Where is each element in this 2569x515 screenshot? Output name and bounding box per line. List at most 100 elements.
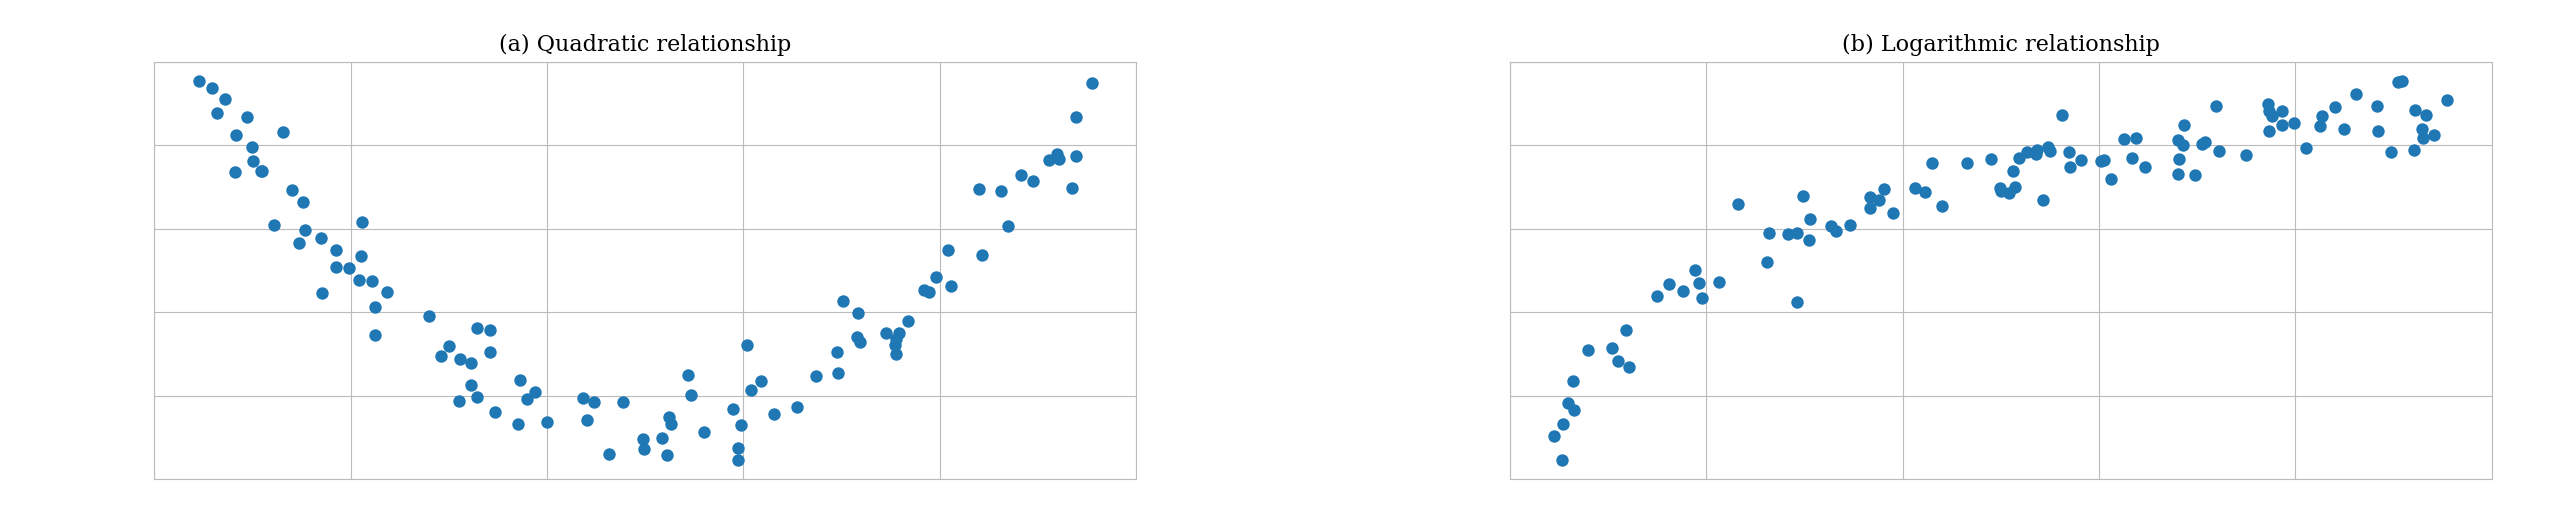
Point bbox=[2022, 196, 2063, 204]
Point bbox=[470, 326, 511, 334]
Point bbox=[2322, 125, 2363, 133]
Point bbox=[1547, 399, 1588, 407]
Point bbox=[213, 168, 254, 176]
Point bbox=[355, 303, 396, 312]
Point bbox=[2261, 107, 2302, 115]
Point bbox=[999, 170, 1040, 179]
Point bbox=[1911, 159, 1952, 167]
Point bbox=[1598, 357, 1639, 365]
Point bbox=[367, 288, 408, 296]
Point bbox=[1811, 221, 1852, 230]
Point bbox=[2006, 148, 2047, 156]
Point bbox=[2030, 147, 2071, 155]
Point bbox=[683, 428, 724, 436]
Point bbox=[573, 398, 614, 406]
Point bbox=[2402, 125, 2443, 133]
Point bbox=[961, 251, 1002, 259]
Point bbox=[879, 329, 920, 337]
Point bbox=[1829, 220, 1870, 229]
Point bbox=[1675, 266, 1716, 274]
Point bbox=[1662, 287, 1703, 295]
Point bbox=[909, 287, 951, 296]
Point bbox=[642, 434, 683, 442]
Point bbox=[986, 222, 1028, 230]
Point bbox=[2104, 135, 2145, 143]
Point bbox=[958, 185, 999, 193]
Point bbox=[241, 167, 283, 176]
Point bbox=[2248, 100, 2289, 109]
Point bbox=[316, 246, 357, 254]
Point bbox=[2225, 151, 2266, 159]
Point bbox=[1608, 363, 1649, 371]
Point bbox=[981, 187, 1022, 196]
Point bbox=[2091, 175, 2132, 183]
Point bbox=[730, 386, 771, 394]
Point bbox=[1783, 192, 1824, 200]
Point bbox=[2158, 170, 2199, 178]
Point bbox=[498, 376, 539, 385]
Point bbox=[439, 397, 480, 405]
Point bbox=[177, 77, 218, 85]
Point bbox=[2428, 96, 2469, 104]
Point bbox=[1051, 183, 1092, 192]
Point bbox=[2299, 122, 2340, 130]
Point bbox=[873, 341, 915, 349]
Point bbox=[817, 348, 858, 356]
Point bbox=[1606, 325, 1647, 334]
Point bbox=[1038, 154, 1079, 163]
Point bbox=[301, 234, 342, 242]
Point bbox=[241, 167, 283, 176]
Point bbox=[1922, 202, 1963, 211]
Point bbox=[2081, 157, 2122, 165]
Point bbox=[753, 410, 794, 418]
Point bbox=[1788, 235, 1829, 244]
Point bbox=[2356, 102, 2397, 111]
Point bbox=[1999, 154, 2040, 162]
Point bbox=[2261, 121, 2302, 129]
Point bbox=[1636, 292, 1678, 300]
Point bbox=[1860, 196, 1901, 204]
Point bbox=[216, 131, 257, 139]
Point bbox=[563, 394, 604, 402]
Point bbox=[2415, 131, 2456, 140]
Point bbox=[457, 324, 498, 332]
Point bbox=[2248, 127, 2289, 135]
Point bbox=[2405, 111, 2446, 119]
Point bbox=[429, 341, 470, 350]
Point bbox=[837, 332, 879, 340]
Point bbox=[2184, 138, 2225, 146]
Point bbox=[717, 443, 758, 452]
Point bbox=[277, 239, 319, 247]
Point bbox=[650, 413, 691, 421]
Point bbox=[2335, 90, 2376, 98]
Point bbox=[450, 381, 491, 389]
Point bbox=[817, 369, 858, 377]
Point bbox=[2376, 78, 2417, 87]
Point bbox=[930, 282, 971, 290]
Point bbox=[1816, 227, 1857, 235]
Point bbox=[668, 371, 709, 379]
Point bbox=[1850, 204, 1891, 213]
Point bbox=[588, 450, 629, 458]
Point bbox=[719, 421, 760, 430]
Point bbox=[254, 221, 295, 229]
Point bbox=[2394, 106, 2435, 114]
Point bbox=[206, 95, 247, 103]
Point bbox=[457, 392, 498, 401]
Point bbox=[2196, 102, 2238, 111]
Point bbox=[866, 329, 907, 337]
Point bbox=[1541, 456, 1583, 464]
Point bbox=[1791, 215, 1832, 223]
Point bbox=[339, 276, 380, 284]
Point bbox=[226, 113, 267, 122]
Point bbox=[2250, 112, 2292, 120]
Point bbox=[193, 84, 234, 93]
Point bbox=[1012, 177, 1053, 185]
Point bbox=[1534, 432, 1575, 440]
Point bbox=[837, 308, 879, 317]
Point bbox=[2042, 111, 2083, 119]
Point bbox=[2248, 107, 2289, 115]
Point bbox=[1647, 280, 1688, 288]
Point bbox=[1904, 188, 1945, 196]
Point bbox=[2358, 127, 2399, 135]
